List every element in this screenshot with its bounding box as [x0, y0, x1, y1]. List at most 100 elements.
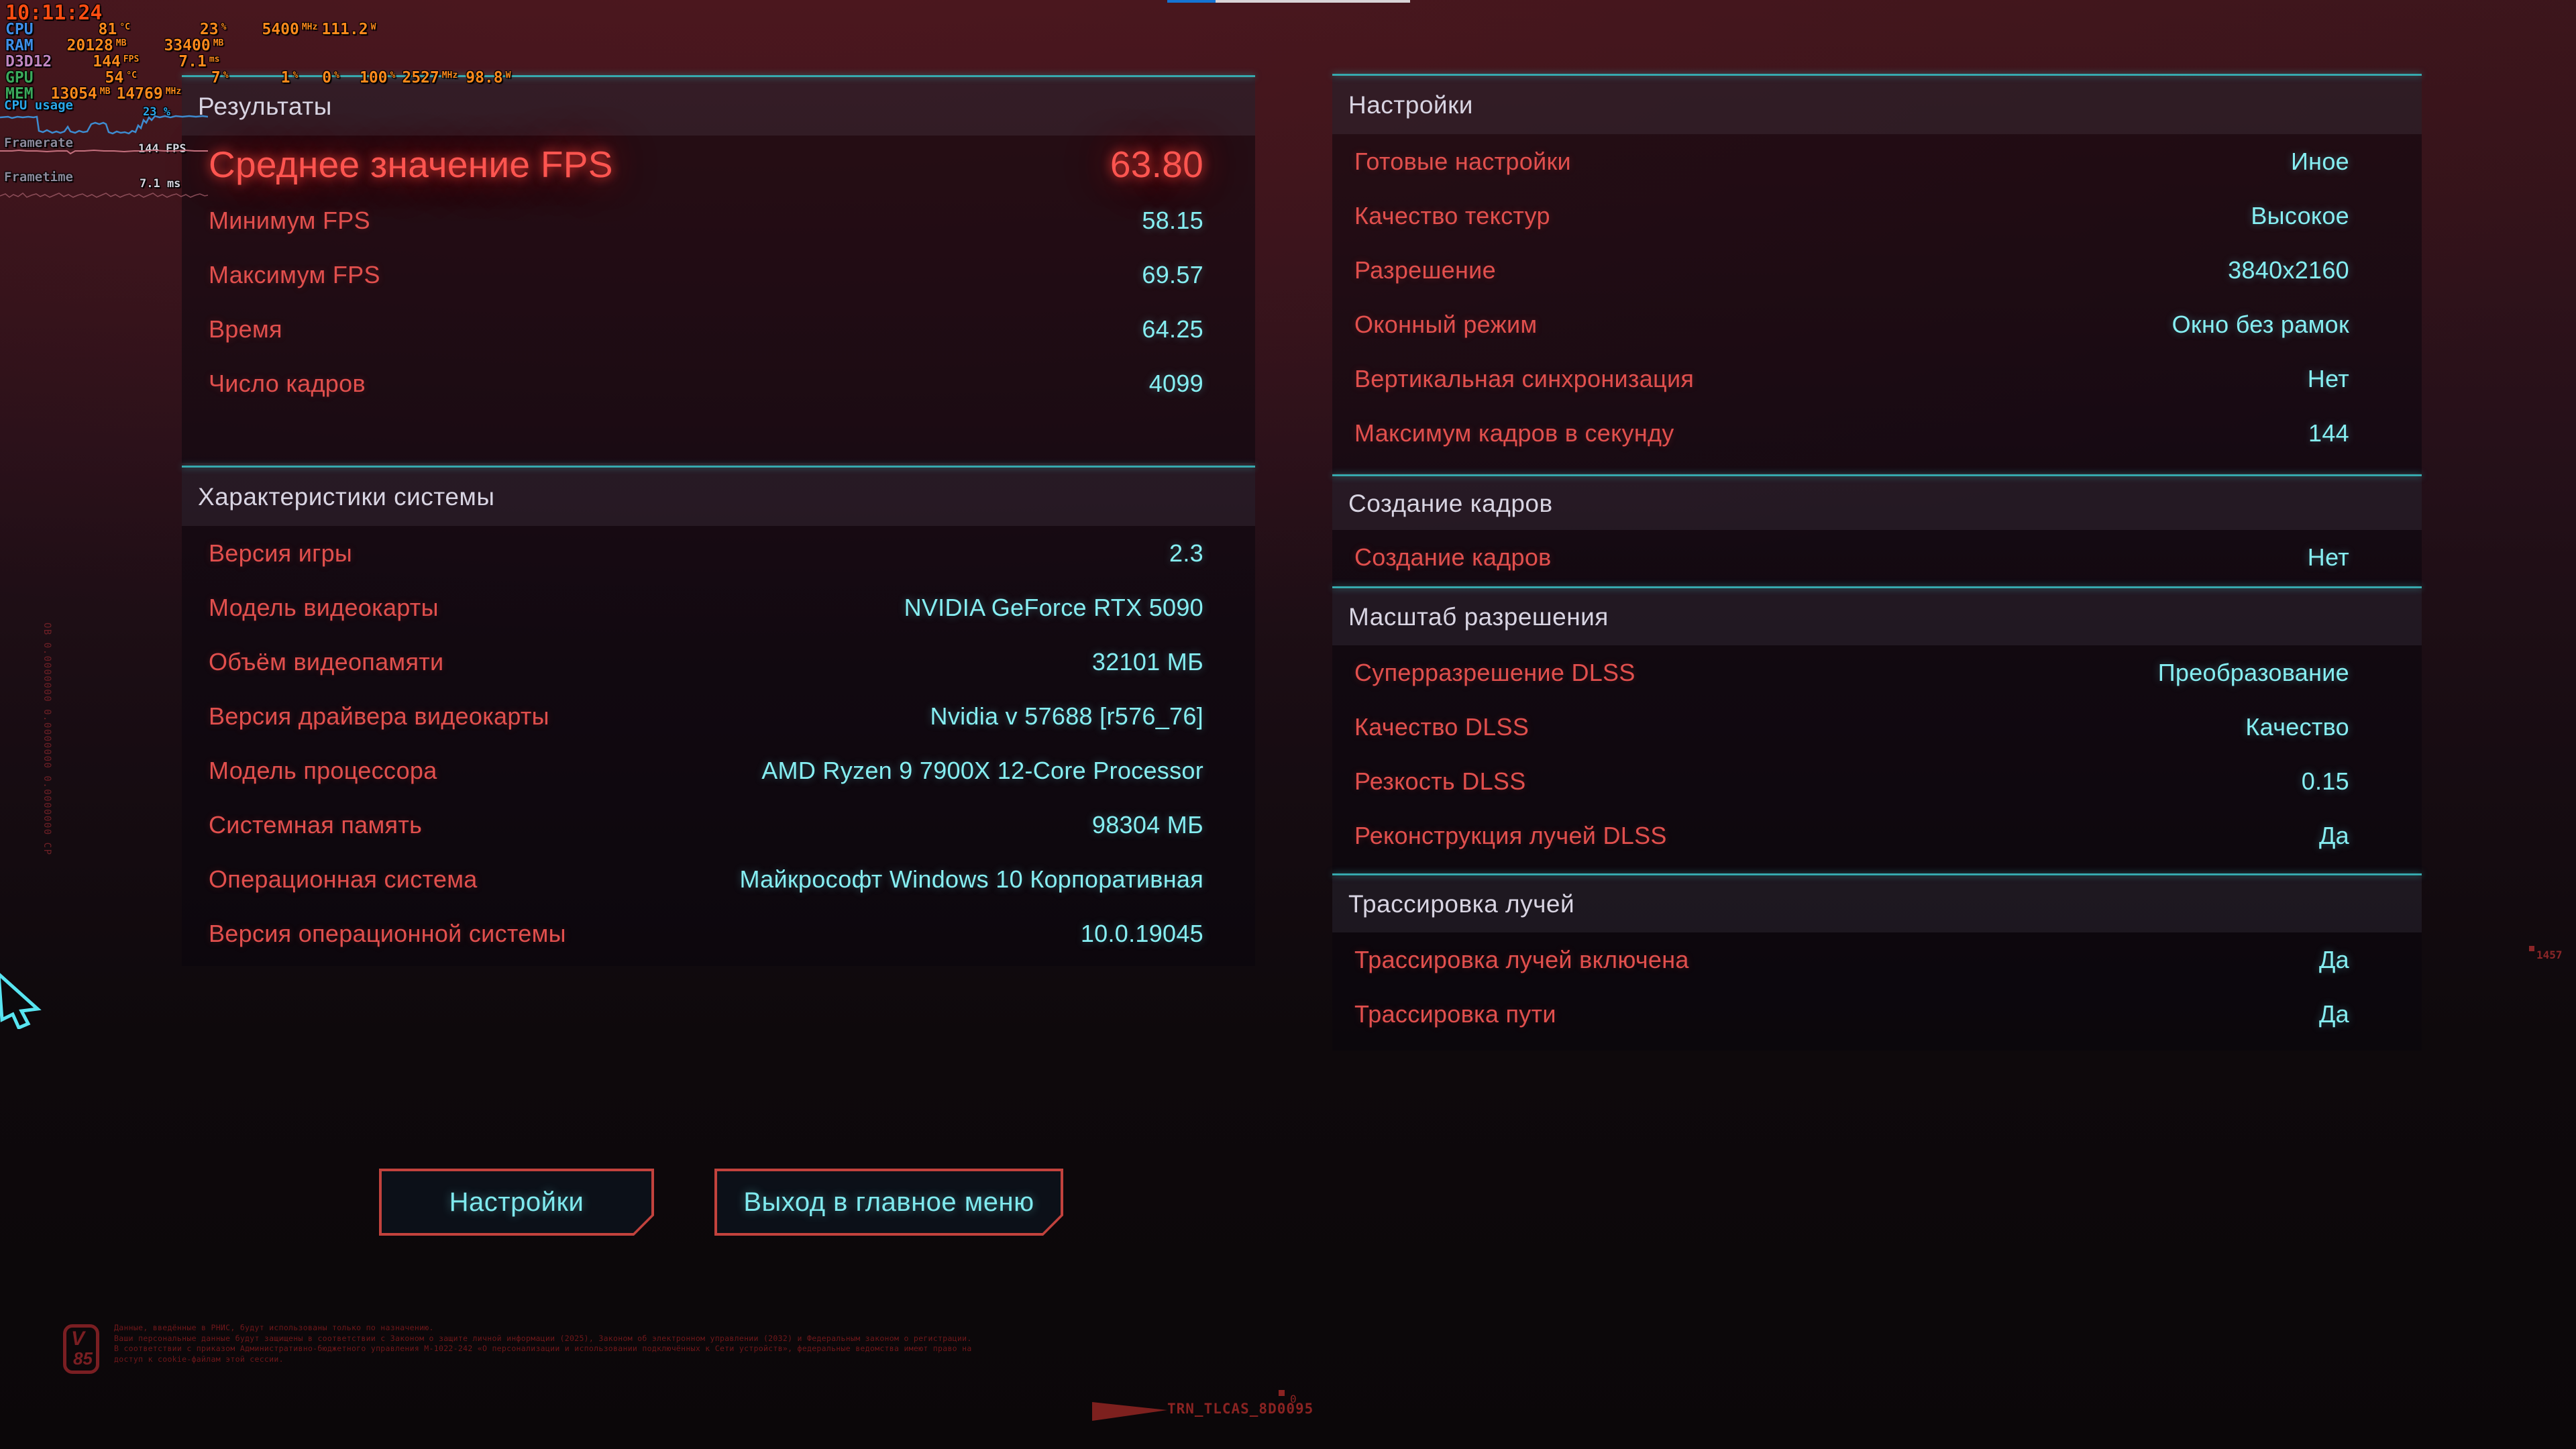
ray-tracing-panel: Трассировка лучей Трассировка лучей вклю…	[1332, 873, 2422, 1051]
v85-logo: V 85	[63, 1324, 99, 1374]
gpu-clock: 2527	[402, 69, 439, 87]
row-label: Операционная система	[209, 865, 478, 893]
settings-panel: Настройки Готовые настройки Иное Качеств…	[1332, 74, 2422, 473]
results-title: Результаты	[198, 93, 332, 120]
setting-row-resolution: Разрешение 3840x2160	[1354, 243, 2349, 297]
system-specs-panel: Характеристики системы Версия игры 2.3 М…	[182, 466, 1255, 966]
unit: MB	[99, 87, 111, 97]
row-value: 3840x2160	[2228, 256, 2349, 284]
debug-coordinates-text: OB 0.0000000 0.0000000 0.0000000 CP	[42, 623, 52, 856]
unit: %	[221, 22, 227, 32]
exit-button-label: Выход в главное меню	[743, 1187, 1034, 1217]
disclaimer-line: Данные, введённые в РНИС, будут использо…	[114, 1323, 434, 1332]
gpu-label: GPU	[5, 69, 34, 87]
overlay-ram-row: RAM 20128 MB 33400 MB	[5, 38, 223, 54]
spec-row-vram: Объём видеопамяти 32101 МБ	[209, 635, 1203, 689]
row-label: Реконструкция лучей DLSS	[1354, 821, 1667, 849]
frametime-graph-label: Frametime	[4, 170, 73, 184]
framegen-top-line	[1332, 474, 2422, 476]
watermark-counter: 0	[1290, 1393, 1297, 1405]
row-label: Число кадров	[209, 369, 366, 397]
setting-row-path-tracing: Трассировка пути Да	[1354, 987, 2349, 1041]
time-row: Время 64.25	[209, 302, 1203, 356]
setting-row-texture-quality: Качество текстур Высокое	[1354, 189, 2349, 243]
resscale-top-line	[1332, 586, 2422, 588]
avg-fps-value: 63.80	[1110, 144, 1203, 185]
raytracing-title: Трассировка лучей	[1348, 890, 1575, 918]
unit: %	[390, 70, 396, 80]
spec-row-driver: Версия драйвера видеокарты Nvidia v 5768…	[209, 689, 1203, 743]
row-value: 69.57	[1142, 260, 1203, 288]
rtss-performance-overlay: 10:11:24 CPU 81 °C 23% 5400 MHz 111.2 W RAM 2012…	[0, 0, 577, 221]
row-value: Окно без рамок	[2171, 310, 2349, 338]
setting-row-preset: Готовые настройки Иное	[1354, 134, 2349, 189]
row-value: Nvidia v 57688 [r576_76]	[930, 702, 1203, 730]
row-label: Максимум FPS	[209, 260, 380, 288]
resscale-header-band: Масштаб разрешения	[1332, 589, 2422, 645]
cpu-label: CPU	[5, 21, 34, 38]
settings-button[interactable]: Настройки	[379, 1169, 654, 1236]
framegen-rows: Создание кадров Нет	[1332, 530, 2422, 584]
cpu-usage-sparkline	[0, 115, 208, 135]
frametime-sparkline	[0, 193, 208, 198]
unit: °C	[126, 70, 137, 80]
row-label: Трассировка лучей включена	[1354, 945, 1689, 973]
unit: %	[223, 70, 229, 80]
row-value: Нет	[2307, 543, 2349, 571]
spec-row-gpu-model: Модель видеокарты NVIDIA GeForce RTX 509…	[209, 580, 1203, 635]
cpu-temp: 81	[98, 21, 117, 38]
resolution-scaling-panel: Масштаб разрешения Суперразрешение DLSS …	[1332, 586, 2422, 872]
row-label: Вертикальная синхронизация	[1354, 364, 1695, 392]
row-value: Да	[2318, 945, 2349, 973]
row-label: Трассировка пути	[1354, 1000, 1556, 1028]
row-label: Время	[209, 315, 282, 343]
row-label: Версия операционной системы	[209, 919, 566, 947]
unit: W	[370, 22, 376, 32]
unit: MHz	[165, 87, 182, 97]
ram-label: RAM	[5, 37, 34, 54]
row-label: Резкость DLSS	[1354, 767, 1526, 795]
disclaimer-line: В соответствии с приказом Административн…	[114, 1344, 972, 1353]
framegen-header-band: Создание кадров	[1332, 477, 2422, 530]
row-label: Максимум кадров в секунду	[1354, 419, 1674, 447]
frametime-graph-value: 7.1 ms	[140, 177, 181, 191]
setting-row-dlss-ray-reconstruction: Реконструкция лучей DLSS Да	[1354, 808, 2349, 863]
disclaimer-line: доступ к cookie-файлам этой сессии.	[114, 1354, 284, 1364]
raytracing-top-line	[1332, 873, 2422, 875]
spec-row-os-version: Версия операционной системы 10.0.19045	[209, 906, 1203, 961]
row-value: 144	[2308, 419, 2349, 447]
row-label: Модель процессора	[209, 756, 437, 784]
settings-button-label: Настройки	[449, 1187, 584, 1217]
settings-rows: Готовые настройки Иное Качество текстур …	[1332, 134, 2422, 460]
specs-rows: Версия игры 2.3 Модель видеокарты NVIDIA…	[182, 526, 1255, 961]
unit: %	[334, 70, 339, 80]
exit-to-main-menu-button[interactable]: Выход в главное меню	[714, 1169, 1063, 1236]
avg-fps-label: Среднее значение FPS	[209, 144, 613, 185]
row-value: 98304 МБ	[1091, 810, 1203, 839]
row-value: 4099	[1148, 369, 1203, 397]
setting-row-max-fps: Максимум кадров в секунду 144	[1354, 406, 2349, 460]
cpu-usage-graph-value: 23 %	[143, 105, 170, 119]
setting-row-dlss-super-resolution: Суперразрешение DLSS Преобразование	[1354, 645, 2349, 700]
max-fps-row: Максимум FPS 69.57	[209, 248, 1203, 302]
row-value: 2.3	[1169, 539, 1203, 567]
row-value: AMD Ryzen 9 7900X 12-Core Processor	[761, 756, 1203, 784]
build-number-square-icon	[2529, 946, 2534, 951]
gpu-stat-1: 1	[280, 69, 290, 87]
v85-logo-top: V	[71, 1328, 85, 1350]
frame-count-row: Число кадров 4099	[209, 356, 1203, 411]
row-value: 0.15	[2301, 767, 2349, 795]
framerate-graph-value: 144 FPS	[138, 142, 186, 156]
settings-header-band: Настройки	[1332, 76, 2422, 134]
row-label: Модель видеокарты	[209, 593, 439, 621]
row-value: Майкрософт Windows 10 Корпоративная	[739, 865, 1203, 893]
row-label: Объём видеопамяти	[209, 647, 444, 676]
d3d12-fps: 144	[93, 53, 121, 70]
results-header-band: Результаты	[182, 78, 1255, 136]
settings-button-face: Настройки	[382, 1171, 651, 1233]
unit: FPS	[123, 54, 140, 64]
settings-title: Настройки	[1348, 91, 1473, 119]
cpu-usage-graph-label: CPU usage	[4, 98, 73, 113]
overlay-d3d12-row: D3D12 144 FPS 7.1 ms	[5, 54, 219, 70]
